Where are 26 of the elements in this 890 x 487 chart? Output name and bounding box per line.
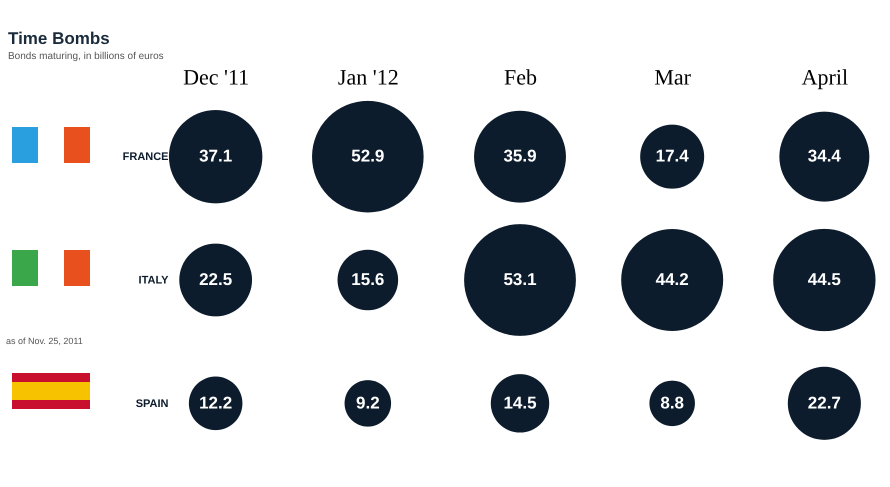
data-label: 12.2 bbox=[199, 393, 232, 412]
data-label: 37.1 bbox=[199, 146, 232, 166]
text: as of Nov. 25, 2011 bbox=[6, 336, 83, 346]
data-label: 22.5 bbox=[199, 270, 232, 289]
data-label: 22.7 bbox=[808, 393, 841, 412]
data-label: 35.9 bbox=[503, 146, 537, 166]
text: Bonds maturing, in billions of euros bbox=[8, 51, 164, 62]
series-label: ITALY bbox=[138, 274, 170, 286]
category-label: Feb bbox=[504, 64, 537, 90]
category-label: April bbox=[802, 64, 848, 90]
data-label: 44.5 bbox=[808, 270, 841, 289]
data-label: 14.5 bbox=[503, 393, 537, 412]
series-label: SPAIN bbox=[136, 398, 169, 410]
category-label: Dec '11 bbox=[183, 64, 250, 90]
category-label: Jan '12 bbox=[338, 64, 399, 90]
data-label: 34.4 bbox=[808, 146, 842, 166]
data-label: 53.1 bbox=[503, 270, 537, 289]
data-label: 52.9 bbox=[351, 146, 384, 166]
data-label: 9.2 bbox=[356, 393, 380, 412]
data-label: 8.8 bbox=[660, 393, 684, 412]
data-label: 44.2 bbox=[656, 270, 689, 289]
data-label: 17.4 bbox=[656, 146, 690, 166]
category-label: Mar bbox=[654, 64, 692, 90]
series-label: FRANCE bbox=[122, 151, 168, 164]
text: Time Bombs bbox=[8, 29, 110, 48]
data-label: 15.6 bbox=[351, 270, 384, 289]
